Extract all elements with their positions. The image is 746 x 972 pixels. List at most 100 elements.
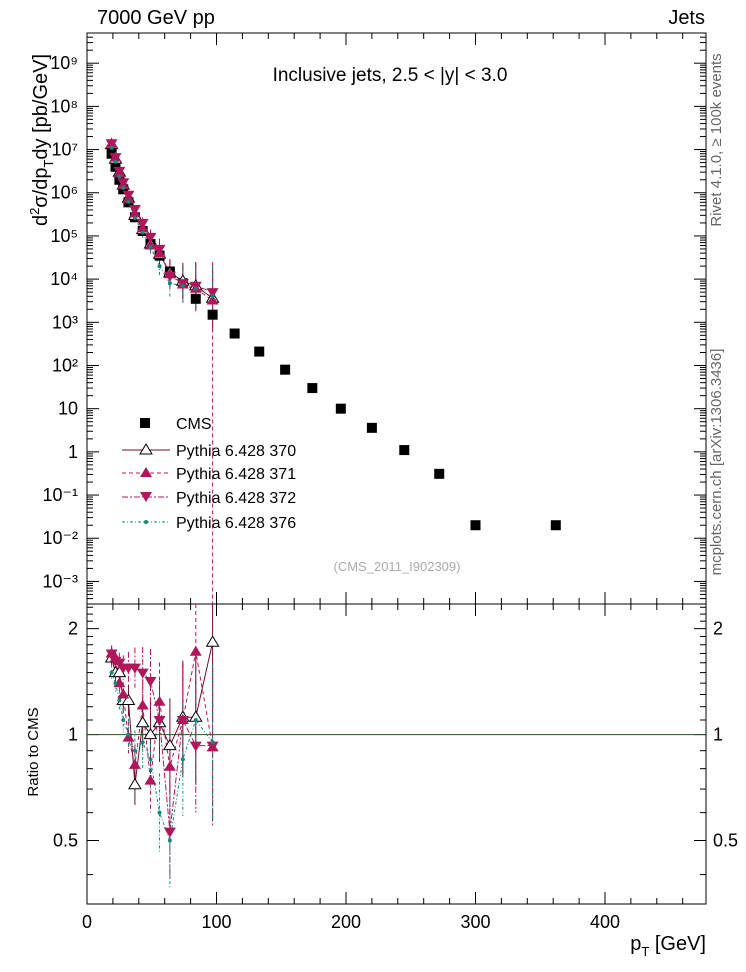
ratio-marker-ratio-series-3: [132, 748, 137, 753]
main-marker-series-0: [335, 403, 346, 414]
x-tick-label: 200: [331, 912, 361, 932]
legend-entry-376: Pythia 6.428 376: [122, 515, 296, 532]
legend-marker-370: [139, 443, 153, 455]
main-y-tick-label: 10⁷: [51, 140, 78, 160]
ratio-marker-ratio-series-3: [210, 740, 215, 745]
ratio-marker-ratio-series-1: [117, 688, 130, 699]
main-marker-series-4: [210, 294, 215, 299]
main-y-tick-label: 10⁻²: [42, 528, 78, 548]
main-marker-series-3: [113, 166, 126, 177]
ratio-marker-ratio-series-3: [109, 670, 114, 675]
main-marker-series-4: [148, 245, 153, 250]
axes-layer: 10⁻³10⁻²10⁻¹11010²10³10⁴10⁵10⁶10⁷10⁸10⁹0…: [42, 32, 738, 932]
markers-layer: [104, 137, 561, 843]
legend-entry-370: Pythia 6.428 370: [122, 443, 296, 460]
legend-marker-cms: [140, 418, 150, 428]
legend-entry-372: Pythia 6.428 372: [122, 490, 296, 507]
main-line-series-1: [111, 144, 213, 299]
x-tick-label: 0: [82, 912, 92, 932]
main-marker-series-0: [307, 383, 318, 394]
main-marker-series-0: [366, 422, 377, 433]
main-line-series-3: [111, 143, 213, 293]
main-y-tick-label: 10⁶: [51, 183, 78, 203]
main-y-tick-label: 1: [68, 442, 78, 462]
legend-label-376: Pythia 6.428 376: [176, 515, 296, 532]
ratio-y-tick-label-right: 2: [713, 619, 723, 639]
ratio-marker-ratio-series-2: [163, 827, 176, 838]
main-marker-series-4: [140, 230, 145, 235]
main-marker-series-3: [206, 288, 219, 299]
main-y-tick-label: 10⁸: [50, 96, 78, 116]
main-marker-series-4: [126, 199, 131, 204]
ratio-marker-ratio-series-2: [153, 716, 166, 727]
legend-label-372: Pythia 6.428 372: [176, 490, 296, 507]
main-marker-series-2: [144, 239, 157, 250]
legend-entry-371: Pythia 6.428 371: [122, 466, 296, 483]
main-y-tick-label: 10⁻¹: [42, 485, 78, 505]
main-marker-series-3: [122, 190, 135, 201]
main-marker-series-0: [110, 161, 121, 172]
ratio-y-tick-label: 0.5: [53, 831, 78, 851]
main-marker-series-0: [190, 293, 201, 304]
main-marker-series-3: [117, 178, 130, 189]
legend: CMS Pythia 6.428 370 Pythia 6.428 371 Py…: [122, 416, 296, 532]
header-left: 7000 GeV pp: [97, 7, 215, 29]
ratio-y-tick-label: 1: [68, 725, 78, 745]
main-marker-series-4: [157, 264, 162, 269]
main-marker-series-3: [163, 271, 176, 282]
ratio-plot-frame: [86, 603, 707, 905]
side-label-rivet: Rivet 4.1.0, ≥ 100k events: [708, 53, 725, 226]
main-y-tick-label: 10²: [52, 355, 78, 375]
ratio-marker-ratio-series-3: [167, 838, 172, 843]
ratio-marker-ratio-series-3: [180, 757, 185, 762]
main-line-series-2: [111, 143, 213, 301]
main-line-series-4: [111, 147, 213, 297]
main-marker-series-3: [105, 139, 118, 150]
legend-marker-376: [144, 520, 148, 524]
legend-marker-371: [140, 467, 152, 477]
ratio-marker-ratio-series-1: [153, 695, 166, 706]
ratio-marker-ratio-series-0: [128, 777, 142, 790]
legend-marker-372: [140, 492, 152, 502]
main-marker-series-2: [206, 294, 219, 305]
ratio-marker-ratio-series-2: [144, 676, 157, 687]
ratio-marker-ratio-series-0: [143, 727, 158, 740]
x-tick-label: 100: [201, 912, 231, 932]
main-marker-series-4: [117, 174, 122, 179]
x-tick-label: 300: [460, 912, 490, 932]
main-marker-series-0: [229, 328, 240, 339]
main-marker-series-0: [434, 468, 445, 479]
main-marker-series-4: [109, 145, 114, 150]
ratio-marker-ratio-series-3: [148, 757, 153, 762]
ratio-marker-ratio-series-2: [128, 663, 141, 674]
ratio-marker-ratio-series-3: [126, 732, 131, 737]
ratio-y-tick-label-right: 1: [713, 725, 723, 745]
main-marker-series-4: [121, 185, 126, 190]
main-marker-series-0: [470, 520, 481, 531]
main-marker-series-0: [399, 445, 410, 456]
main-y-tick-label: 10⁴: [50, 269, 78, 289]
ratio-marker-ratio-series-1: [122, 731, 135, 742]
ratio-marker-ratio-series-2: [176, 716, 189, 727]
main-y-tick-label: 10⁹: [50, 53, 78, 73]
legend-entry-cms: CMS: [140, 416, 212, 433]
ratio-marker-ratio-series-1: [128, 758, 141, 769]
main-marker-series-0: [254, 346, 265, 357]
main-marker-series-4: [113, 159, 118, 164]
main-y-tick-label: 10⁻³: [42, 571, 78, 591]
legend-label-371: Pythia 6.428 371: [176, 466, 296, 483]
main-marker-series-4: [132, 216, 137, 221]
main-y-tick-label: 10³: [52, 312, 78, 332]
header-right: Jets: [668, 7, 705, 29]
main-marker-series-3: [153, 244, 166, 255]
main-marker-series-3: [109, 153, 122, 164]
ratio-y-axis-label: Ratio to CMS: [25, 707, 42, 796]
ratio-marker-ratio-series-3: [117, 698, 122, 703]
ratio-marker-ratio-series-0: [121, 693, 136, 705]
ratio-marker-ratio-series-1: [189, 645, 202, 656]
ratio-marker-ratio-series-0: [162, 738, 177, 751]
ratio-marker-ratio-series-3: [113, 681, 118, 686]
main-marker-series-0: [207, 309, 218, 320]
